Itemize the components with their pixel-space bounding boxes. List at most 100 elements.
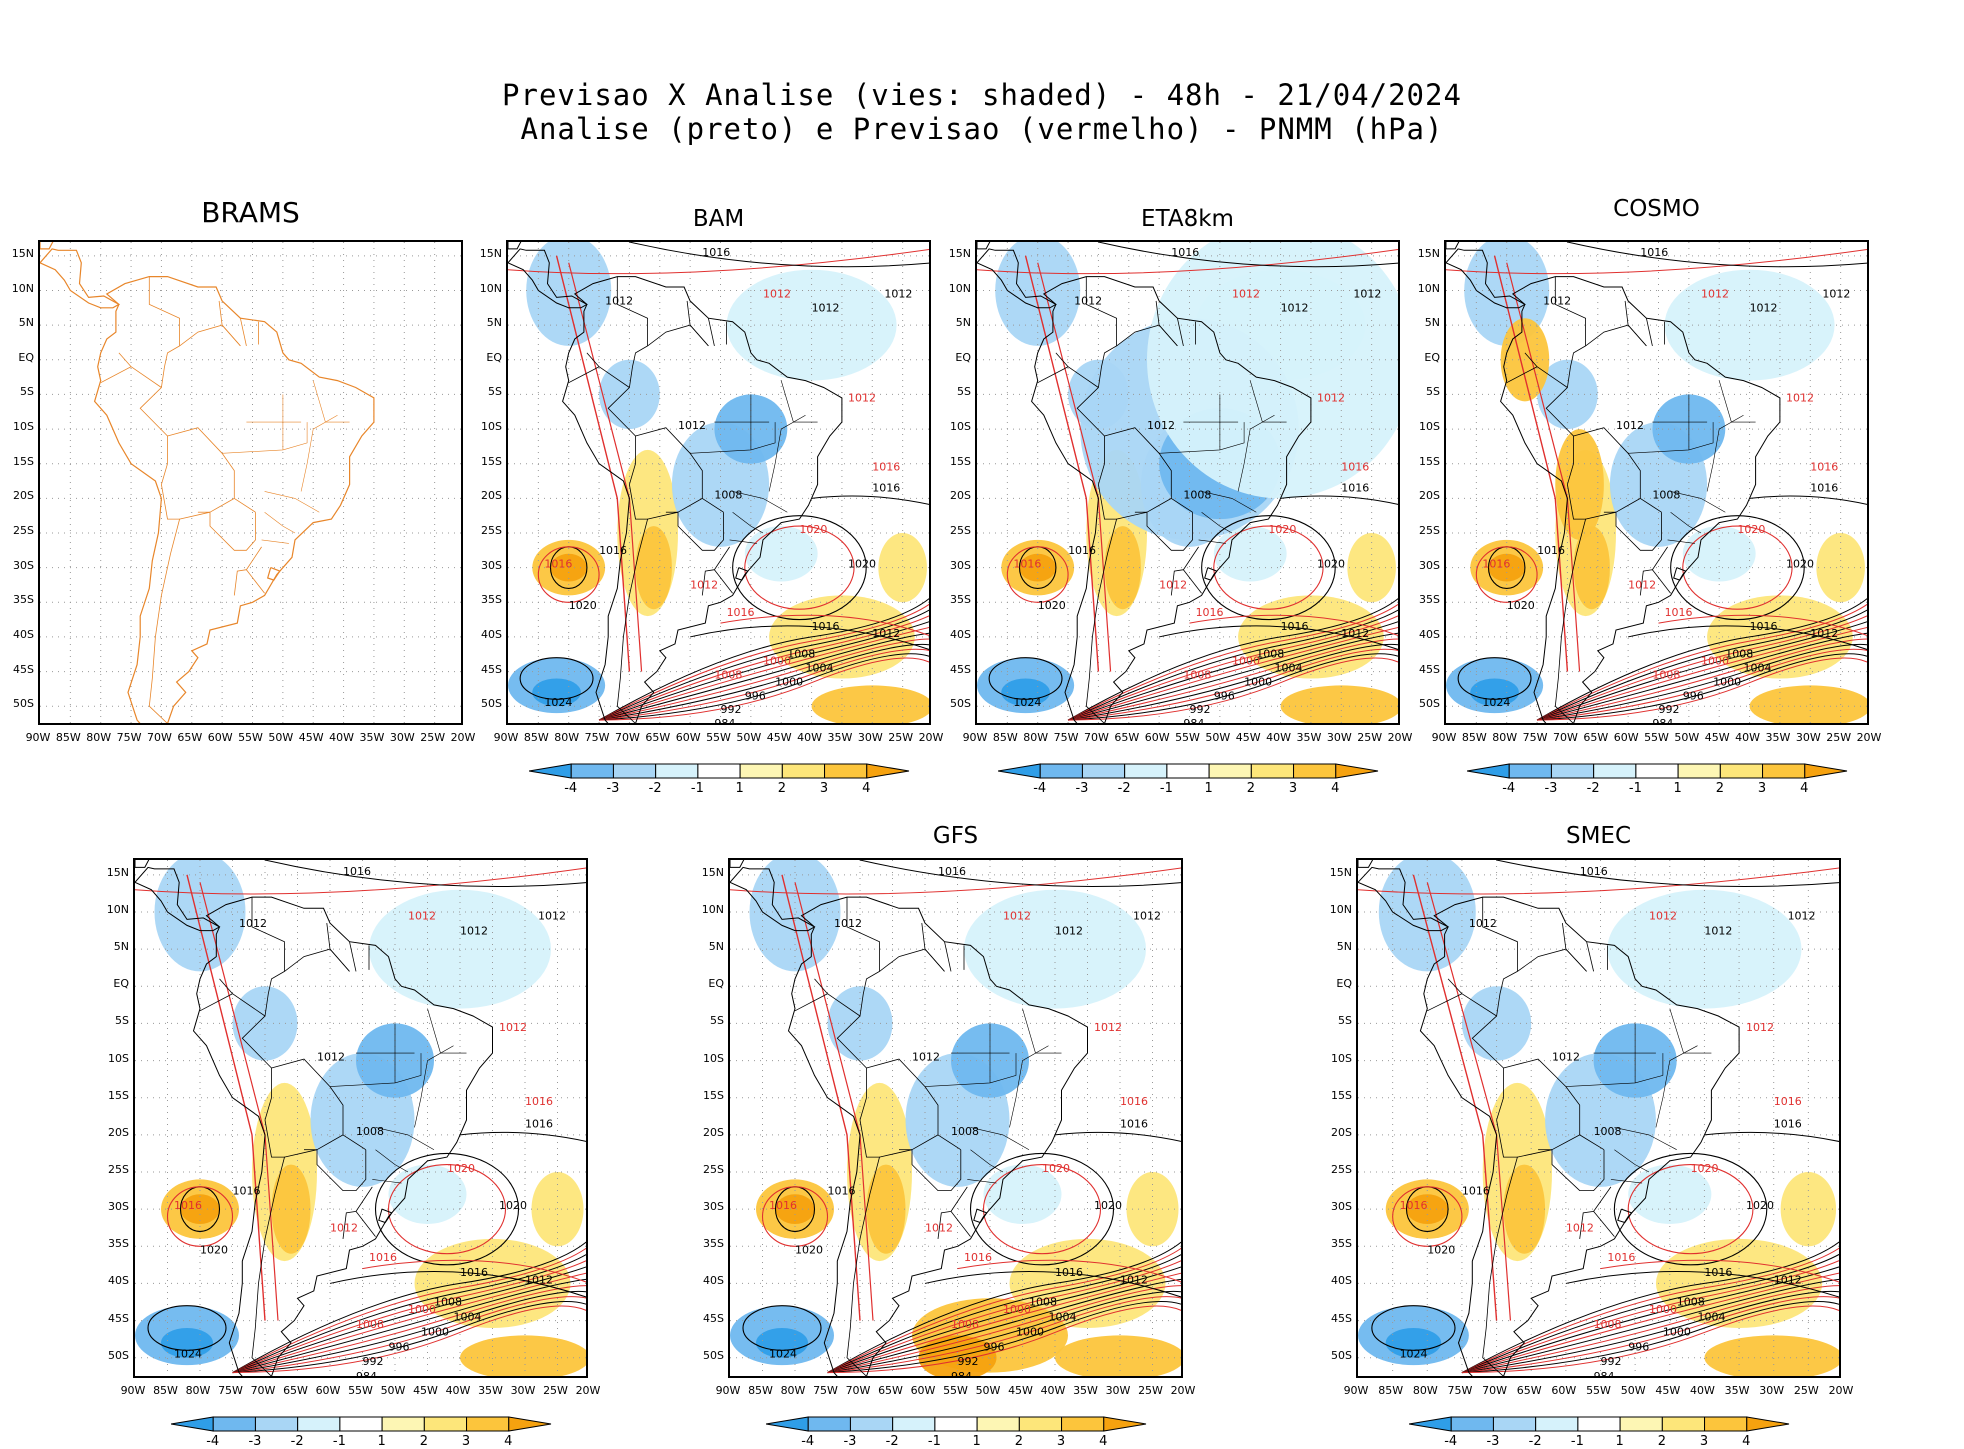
lon-tick-label: 65W [177, 731, 203, 744]
state-border [1610, 1179, 1643, 1184]
contour-label: 1024 [1482, 696, 1510, 709]
colorbar-swatch [1081, 763, 1125, 779]
colorbar-unlabeled [170, 1416, 551, 1432]
country-border [1183, 569, 1202, 594]
bias-shade-11 [1378, 860, 1476, 972]
colorbar-label: 1 [377, 1434, 386, 1449]
country-border [240, 318, 247, 346]
colorbar-label: 4 [1331, 781, 1340, 796]
lat-tick-label: 10S [1331, 1051, 1352, 1065]
lon-tick-label: 50W [268, 731, 294, 744]
isobar-analysis [811, 495, 929, 505]
contour-label: 1000 [421, 1325, 449, 1338]
panel-title-cosmo: COSMO [1613, 196, 1700, 222]
lon-tick-label: 40W [1689, 1384, 1715, 1397]
contour-label: 1000 [1649, 1303, 1677, 1316]
country-border [251, 1119, 286, 1376]
bias-shade-5 [756, 1328, 808, 1358]
contour-label: 992 [1601, 1355, 1622, 1368]
colorbar-label: -2 [290, 1434, 304, 1449]
lat-tick-label: 5S [20, 385, 34, 399]
lat-tick-label: 15N [11, 246, 34, 260]
contour-label: 1008 [1652, 669, 1680, 682]
lat-tick-label: 15S [481, 454, 502, 468]
isobar-forecast [1461, 1272, 1839, 1374]
isobar-analysis [690, 625, 929, 651]
lon-tick-label: 20W [1828, 1384, 1854, 1397]
colorbar-swatch [1466, 763, 1510, 779]
state-border [1614, 1127, 1677, 1150]
bias-shade-5 [161, 1328, 213, 1358]
lon-tick-label: 85W [55, 731, 81, 744]
lat-tick-label: 40S [1331, 1274, 1352, 1288]
contour-label: 1012 [1120, 1273, 1148, 1286]
lat-tick-label: 15S [1331, 1088, 1352, 1102]
lon-tick-label: 50W [380, 1384, 406, 1397]
contour-label: 1016 [1750, 620, 1778, 633]
contour-label: 1020 [1042, 1162, 1070, 1175]
colorbar-swatch [212, 1416, 256, 1432]
lat-tick-label: 15N [701, 865, 724, 879]
lon-tick-label: 30W [857, 731, 883, 744]
isobar-analysis [1536, 621, 1867, 721]
isobar-forecast [761, 1186, 829, 1247]
lon-tick-label: 55W [1586, 1384, 1611, 1397]
isobar-analysis [1536, 598, 1867, 721]
colorbar-label: 4 [1800, 781, 1809, 796]
lat-tick-label: 5S [1338, 1014, 1352, 1028]
contour-label: 1012 [1147, 419, 1175, 432]
isobar-forecast [166, 1186, 234, 1247]
contour-label: 1012 [1281, 301, 1309, 314]
contour-label: 1016 [1665, 606, 1693, 619]
contour-label: 1012 [678, 419, 706, 432]
state-border [1669, 1008, 1712, 1054]
lat-tick-label: 15S [108, 1088, 129, 1102]
isobar-forecast [1682, 525, 1793, 610]
contour-label: 1016 [1580, 865, 1608, 878]
state-border [312, 380, 350, 423]
country-border [616, 276, 648, 346]
isobar-analysis [1054, 1131, 1181, 1142]
colorbar-swatch [765, 1416, 809, 1432]
bias-shade-10 [726, 269, 897, 381]
state-border [732, 491, 788, 513]
colorbar-swatch [254, 1416, 298, 1432]
lon-tick-label: 40W [1040, 1384, 1066, 1397]
lat-tick-label: 20S [703, 1125, 724, 1139]
contour-label: 1012 [330, 1221, 358, 1234]
colorbar-swatch [1492, 1416, 1536, 1432]
map-canvas-eta8km: 1016 1012 1012 1012 1012 1008 1016 1020 1020 1024… [977, 242, 1398, 723]
isobar-analysis [827, 1254, 1181, 1374]
country-border [1652, 569, 1671, 594]
isobar-forecast [1537, 657, 1867, 721]
lon-tick-label: 40W [797, 731, 822, 744]
lon-tick-label: 35W [1296, 731, 1322, 744]
lat-tick-label: 10N [106, 903, 129, 916]
contour-label: 1012 [1810, 627, 1838, 640]
country-border [1098, 436, 1105, 485]
colorbar-swatch [1165, 763, 1210, 779]
coastline-0 [192, 896, 493, 1376]
country-border [199, 978, 234, 1012]
isobar-analysis [598, 632, 929, 721]
contour-label: 1008 [714, 488, 742, 501]
lon-tick-label: 65W [283, 1384, 308, 1397]
isobar-analysis [1749, 495, 1867, 505]
lat-tick-label: 40S [108, 1274, 129, 1288]
contour-label: 1012 [1750, 301, 1778, 314]
country-border [241, 948, 350, 1069]
lon-tick-label: 65W [1583, 731, 1609, 744]
coastline-5 [735, 567, 749, 581]
country-border [1116, 511, 1148, 520]
colorbar-swatch [1761, 763, 1805, 779]
lat-tick-label: 30S [703, 1200, 724, 1214]
contour-label: 1008 [1183, 669, 1211, 682]
colorbar-swatch [1677, 763, 1721, 779]
lon-tick-label: 30W [1105, 1384, 1131, 1397]
lon-tick-label: 20W [918, 731, 944, 744]
isobar-forecast [1461, 1247, 1839, 1374]
contour-label: 1012 [1094, 1021, 1122, 1034]
lon-tick-label: 60W [675, 731, 701, 744]
country-border [130, 366, 162, 388]
lon-tick-label: 35W [478, 1384, 503, 1397]
